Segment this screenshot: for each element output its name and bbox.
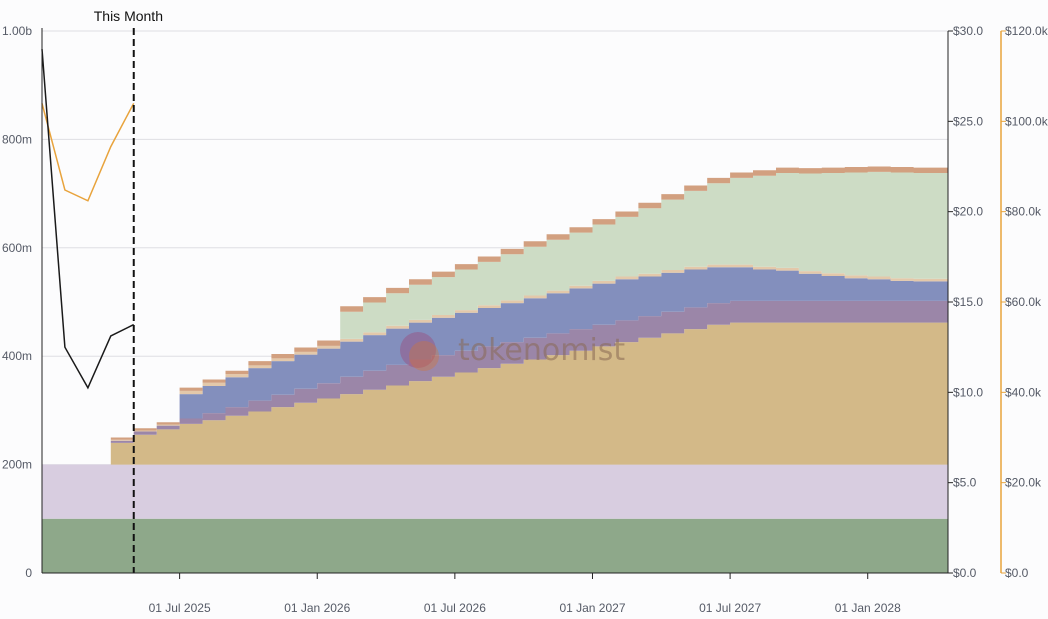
this-month-label: This Month bbox=[94, 8, 163, 24]
market-cap-line bbox=[41, 49, 135, 390]
y-left-tick-label: 800m bbox=[2, 132, 32, 146]
area-series-7 bbox=[42, 171, 948, 465]
y-price-tick-label: $25.0 bbox=[953, 114, 983, 128]
y-mcap-tick-label: $80.0k bbox=[1005, 205, 1042, 219]
x-tick-label: 01 Jan 2028 bbox=[835, 601, 901, 615]
y-left-tick-label: 1.00b bbox=[2, 24, 32, 38]
y-price-tick-label: $15.0 bbox=[953, 295, 983, 309]
y-mcap-tick-label: $100.0k bbox=[1005, 114, 1048, 128]
area-series-1 bbox=[42, 518, 948, 573]
y-mcap-tick-label: $60.0k bbox=[1005, 295, 1042, 309]
watermark-text: tokenomist bbox=[458, 333, 625, 368]
watermark: tokenomist bbox=[400, 332, 625, 371]
stacked-areas bbox=[42, 166, 948, 573]
y-mcap-tick-label: $40.0k bbox=[1005, 385, 1042, 399]
y-price-tick-label: $10.0 bbox=[953, 385, 983, 399]
area-series-3 bbox=[42, 322, 948, 465]
y-mcap-tick-label: $20.0k bbox=[1005, 476, 1042, 490]
y-mcap-tick-label: $0.0 bbox=[1005, 566, 1029, 580]
x-tick-label: 01 Jan 2026 bbox=[284, 601, 350, 615]
area-series-4 bbox=[42, 300, 948, 465]
axes: 0 200m 400m 600m 800m 1.00b $0.0 $5.0 $10.0 $15.0… bbox=[2, 24, 1048, 615]
y-left-tick-label: 0 bbox=[25, 566, 32, 580]
y-price-tick-label: $5.0 bbox=[953, 476, 977, 490]
x-tick-label: 01 Jul 2026 bbox=[424, 601, 486, 615]
y-left-tick-label: 600m bbox=[2, 241, 32, 255]
price-lines bbox=[41, 49, 135, 390]
y-price-tick-label: $0.0 bbox=[953, 566, 977, 580]
x-tick-label: 01 Jul 2025 bbox=[149, 601, 211, 615]
y-price-tick-label: $30.0 bbox=[953, 24, 983, 38]
x-tick-label: 01 Jul 2027 bbox=[699, 601, 761, 615]
y-left-tick-label: 200m bbox=[2, 458, 32, 472]
y-mcap-tick-label: $120.0k bbox=[1005, 24, 1048, 38]
price-line bbox=[41, 102, 135, 202]
y-left-tick-label: 400m bbox=[2, 349, 32, 363]
y-price-tick-label: $20.0 bbox=[953, 205, 983, 219]
area-series-5 bbox=[42, 267, 948, 465]
x-tick-label: 01 Jan 2027 bbox=[559, 601, 625, 615]
area-series-2 bbox=[42, 464, 948, 519]
